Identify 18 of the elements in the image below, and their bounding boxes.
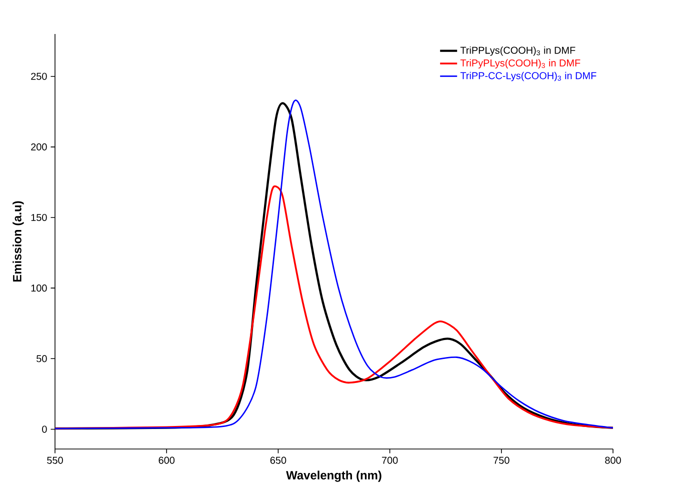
x-tick-label: 700 <box>382 456 398 464</box>
x-tick-label: 800 <box>605 456 621 464</box>
x-axis-title: Wavelength (nm) <box>286 470 382 482</box>
y-tick-label: 0 <box>42 426 47 433</box>
legend-label: TriPP-CC-Lys(COOH)$_{3}$ in DMF <box>460 72 596 82</box>
line-series <box>55 185 614 430</box>
legend-label: TriPPLys(COOH)$_{3}$ in DMF <box>460 46 576 56</box>
y-tick-label: 50 <box>36 355 47 362</box>
y-tick-label: 150 <box>31 214 47 222</box>
x-tick-label: 650 <box>270 456 286 464</box>
y-axis-title: Emission (a.u) <box>12 201 24 282</box>
y-tick-label: 200 <box>31 143 47 150</box>
y-tick-label: 100 <box>31 284 47 292</box>
x-tick-label: 550 <box>47 456 63 464</box>
x-tick-label: 600 <box>158 456 175 464</box>
x-tick-label: 750 <box>494 456 510 464</box>
legend-label: TriPyPLys(COOH)$_{3}$ in DMF <box>460 59 580 68</box>
y-tick-label: 250 <box>31 72 47 80</box>
